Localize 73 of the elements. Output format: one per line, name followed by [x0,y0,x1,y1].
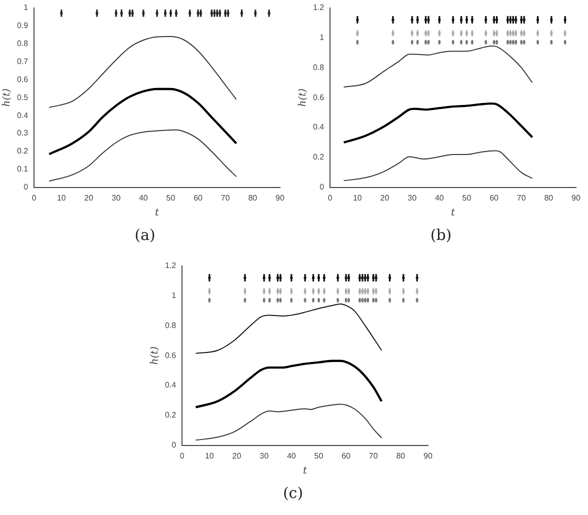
x-axis-title: t [155,208,160,219]
line-series [48,36,237,108]
y-tick-label: 0.6 [16,74,29,84]
y-tick-label: 0.4 [16,110,29,120]
y-tick-label: 1.2 [164,261,177,270]
y-tick-label: 0 [24,182,29,192]
y-tick-label: 0 [172,440,177,450]
x-tick-label: 60 [342,451,352,460]
y-tick-label: 0 [320,182,325,192]
line-series [48,129,237,182]
y-tick-label: 0.8 [312,62,325,72]
x-tick-label: 0 [328,193,333,202]
y-tick-label: 0.8 [16,38,29,48]
x-tick-label: 40 [138,193,148,202]
y-tick-label: 0.2 [16,146,29,156]
x-tick-label: 30 [112,193,122,202]
x-tick-label: 0 [180,451,185,460]
y-tick-label: 0.6 [164,350,177,360]
x-tick-label: 80 [248,193,258,202]
x-tick-label: 20 [84,193,94,202]
x-tick-label: 70 [516,193,526,202]
line-series [195,404,382,441]
x-tick-label: 60 [490,193,500,202]
x-tick-label: 90 [572,193,581,202]
y-tick-label: 0.6 [312,92,325,102]
y-tick-label: 1 [172,290,177,300]
line-series [194,360,383,408]
x-tick-label: 80 [544,193,554,202]
x-tick-label: 50 [462,193,472,202]
line-series [343,150,533,182]
y-tick-label: 0.4 [164,380,177,390]
x-tick-label: 10 [352,193,362,202]
x-tick-label: 0 [32,193,37,202]
x-tick-label: 90 [424,451,433,460]
text: (b) [429,226,453,244]
line-series [342,102,534,144]
x-tick-label: 50 [314,451,324,460]
y-tick-label: 1 [24,3,29,12]
y-tick-label: 0.2 [312,152,325,162]
line-series [343,45,533,88]
x-tick-label: 70 [220,193,230,202]
text: (a) [134,226,156,244]
y-axis-title: h(t) [2,88,13,107]
x-tick-label: 10 [204,451,214,460]
y-axis-title: h(t) [298,88,309,107]
x-tick-label: 20 [380,193,390,202]
x-tick-label: 40 [434,193,444,202]
x-tick-label: 40 [286,451,296,460]
x-axis-title: t [451,208,456,219]
x-axis-title: t [303,466,308,477]
y-tick-label: 0.8 [164,320,177,330]
y-tick-label: 0.1 [16,164,29,174]
x-tick-label: 80 [396,451,406,460]
y-tick-label: 0.9 [16,20,29,30]
x-tick-label: 20 [232,451,242,460]
y-axis-title: h(t) [150,346,161,365]
x-tick-label: 10 [56,193,66,202]
y-tick-label: 0.4 [312,122,325,132]
x-tick-label: 60 [194,193,204,202]
y-tick-label: 1.2 [312,3,325,12]
y-tick-label: 0.3 [16,128,29,138]
y-tick-label: 1 [320,32,325,42]
x-tick-label: 90 [276,193,285,202]
x-tick-label: 30 [408,193,418,202]
y-tick-label: 0.2 [164,410,177,420]
y-tick-label: 0.7 [16,56,29,66]
y-tick-label: 0.5 [16,92,29,102]
text: (c) [282,484,304,502]
line-series [48,88,238,156]
x-tick-label: 50 [166,193,176,202]
x-tick-label: 70 [368,451,378,460]
x-tick-label: 30 [260,451,270,460]
line-series [195,303,382,354]
